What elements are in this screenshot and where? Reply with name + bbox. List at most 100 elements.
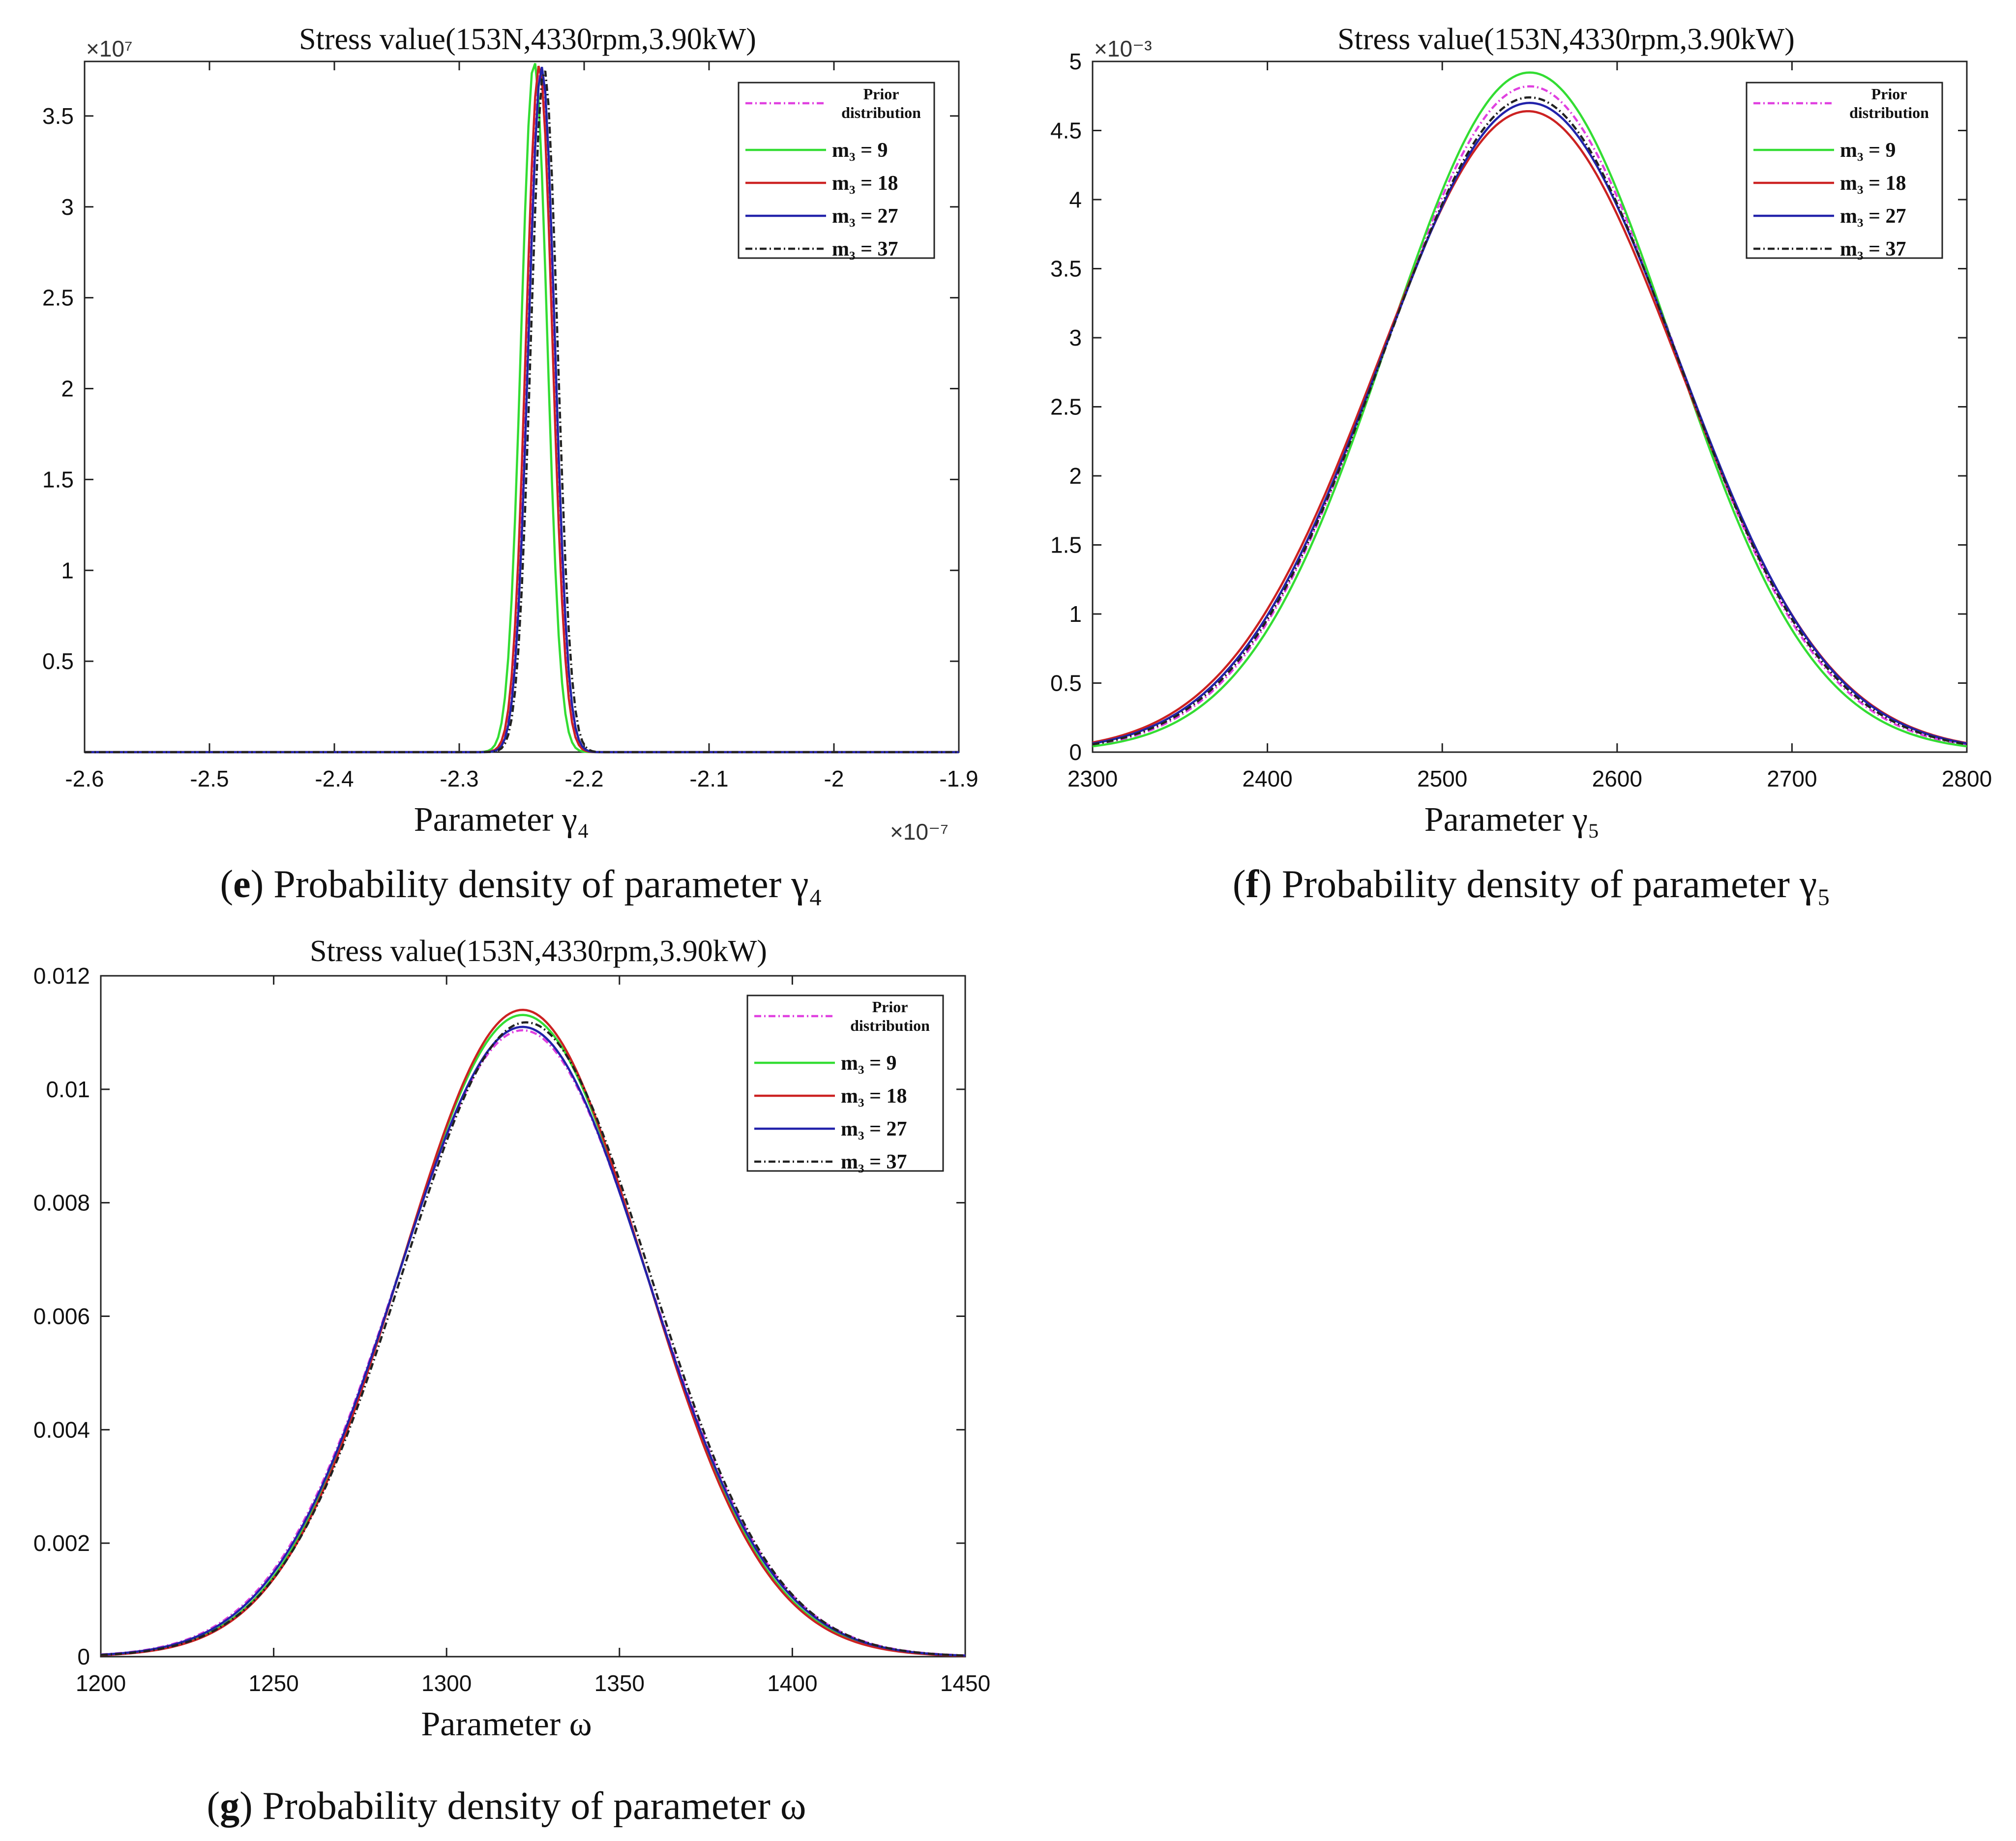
x-tick-label: 2700 bbox=[1767, 766, 1817, 791]
y-tick-label: 1 bbox=[61, 557, 74, 583]
y-tick-label: 1.5 bbox=[42, 467, 74, 492]
legend-label: m₃ = 27 bbox=[841, 1118, 907, 1140]
chart-title: Stress value(153N,4330rpm,3.90kW) bbox=[1337, 23, 1795, 56]
x-exponent-label: ×10⁻⁷ bbox=[890, 819, 949, 845]
legend-label: m₃ = 18 bbox=[1840, 172, 1906, 195]
y-tick-label: 2.5 bbox=[42, 285, 74, 311]
x-tick-label: 2600 bbox=[1592, 766, 1642, 791]
x-tick-label: -2.1 bbox=[689, 766, 728, 791]
caption-text: ) Probability density of parameter γ₄ bbox=[251, 863, 823, 906]
y-tick-label: 0.01 bbox=[46, 1077, 90, 1102]
x-tick-label: -2.4 bbox=[315, 766, 354, 791]
chart-title: Stress value(153N,4330rpm,3.90kW) bbox=[310, 935, 767, 968]
x-tick-label: -2.5 bbox=[190, 766, 229, 791]
x-tick-label: 2300 bbox=[1067, 766, 1118, 791]
legend-label: m₃ = 27 bbox=[832, 205, 898, 228]
legend-label: Prior bbox=[863, 85, 899, 103]
x-tick-label: -1.9 bbox=[939, 766, 978, 791]
y-tick-label: 0.002 bbox=[33, 1530, 90, 1556]
legend-label: distribution bbox=[850, 1017, 930, 1034]
panel-caption: (e) Probability density of parameter γ₄ bbox=[220, 863, 822, 906]
y-tick-label: 0.012 bbox=[33, 963, 90, 989]
caption-letter: e bbox=[233, 863, 251, 906]
tick-group: 2300 2400 2500 2600 2700 2800 0 0.5 1 1.5 2 2.5 3 3.5… bbox=[1050, 49, 1992, 791]
y-tick-label: 0.5 bbox=[1050, 671, 1082, 696]
x-tick-label: 1200 bbox=[76, 1670, 126, 1696]
x-tick-label: -2.2 bbox=[564, 766, 603, 791]
legend-box bbox=[746, 994, 944, 1172]
y-exponent-label: ×10⁷ bbox=[86, 36, 133, 61]
y-tick-label: 0.008 bbox=[33, 1190, 90, 1216]
y-tick-label: 3.5 bbox=[42, 103, 74, 129]
y-tick-label: 0.5 bbox=[42, 648, 74, 674]
x-tick-label: 2400 bbox=[1242, 766, 1292, 791]
y-tick-label: 4 bbox=[1069, 187, 1082, 212]
x-axis-label: Parameter γ₅ bbox=[1424, 801, 1600, 839]
legend-label: distribution bbox=[1849, 104, 1929, 121]
series-line bbox=[100, 1029, 966, 1657]
y-tick-label: 3.5 bbox=[1050, 256, 1082, 282]
x-tick-label: 2500 bbox=[1417, 766, 1467, 791]
curve-group bbox=[85, 63, 959, 754]
caption-letter: g bbox=[220, 1784, 239, 1828]
legend-label: m₃ = 18 bbox=[832, 172, 898, 195]
x-tick-label: 1400 bbox=[767, 1670, 817, 1696]
y-tick-label: 2 bbox=[61, 376, 74, 402]
caption-letter: f bbox=[1246, 863, 1260, 906]
y-tick-label: 2.5 bbox=[1050, 394, 1082, 420]
tick-group: -2.6 -2.5 -2.4 -2.3 -2.2 -2.1 -2 -1.9 0.5 1 1.5 2 2.… bbox=[42, 60, 978, 791]
curve-group bbox=[100, 1009, 966, 1657]
x-tick-label: -2 bbox=[824, 766, 844, 791]
legend-label: distribution bbox=[841, 104, 921, 121]
legend-label: m₃ = 9 bbox=[832, 139, 888, 162]
y-tick-label: 5 bbox=[1069, 49, 1082, 74]
panel-e: Stress value(153N,4330rpm,3.90kW) ×10⁷ ×… bbox=[42, 23, 978, 906]
x-tick-label: 2800 bbox=[1942, 766, 1992, 791]
chart-title: Stress value(153N,4330rpm,3.90kW) bbox=[299, 23, 756, 56]
tick-group: 1200 1250 1300 1350 1400 1450 0 0.002 0.004 0.006… bbox=[33, 963, 990, 1696]
y-tick-label: 1.5 bbox=[1050, 532, 1082, 558]
series-line bbox=[1092, 85, 1967, 746]
caption-text: ) Probability density of parameter ω bbox=[239, 1784, 806, 1828]
y-tick-label: 0.004 bbox=[33, 1417, 90, 1442]
x-tick-label: 1450 bbox=[940, 1670, 990, 1696]
series-line bbox=[100, 1025, 966, 1657]
legend-label: m₃ = 37 bbox=[832, 238, 898, 261]
legend-label: m₃ = 9 bbox=[1840, 139, 1896, 162]
legend-label: m₃ = 9 bbox=[841, 1052, 897, 1075]
series-line bbox=[100, 1014, 966, 1657]
y-tick-label: 0 bbox=[77, 1644, 90, 1669]
y-tick-label: 3 bbox=[61, 194, 74, 220]
x-axis-label: Parameter ω bbox=[421, 1705, 592, 1743]
panel-g: Stress value(153N,4330rpm,3.90kW) Parame… bbox=[33, 935, 990, 1828]
axes-frame bbox=[84, 60, 960, 753]
legend-label: m₃ = 37 bbox=[1840, 238, 1906, 261]
x-tick-label: 1250 bbox=[248, 1670, 298, 1696]
legend-label: Prior bbox=[872, 998, 908, 1016]
x-tick-label: 1300 bbox=[421, 1670, 472, 1696]
y-tick-label: 1 bbox=[1069, 601, 1082, 627]
y-tick-label: 3 bbox=[1069, 325, 1082, 351]
legend-label: m₃ = 37 bbox=[841, 1151, 907, 1173]
y-tick-label: 2 bbox=[1069, 463, 1082, 489]
x-axis-label: Parameter γ₄ bbox=[414, 801, 590, 839]
legend-box bbox=[738, 82, 935, 259]
legend-box bbox=[1746, 82, 1943, 259]
curve-group bbox=[1092, 71, 1967, 748]
x-tick-label: -2.6 bbox=[65, 766, 104, 791]
x-tick-label: 1350 bbox=[594, 1670, 645, 1696]
legend-label: m₃ = 18 bbox=[841, 1085, 907, 1108]
caption-text: ) Probability density of parameter γ₅ bbox=[1259, 863, 1831, 906]
x-tick-label: -2.3 bbox=[440, 766, 478, 791]
series-line bbox=[1092, 102, 1967, 745]
y-tick-label: 0 bbox=[1069, 739, 1082, 765]
series-line bbox=[1092, 96, 1967, 746]
legend-label: Prior bbox=[1871, 85, 1907, 103]
series-line bbox=[100, 1021, 966, 1657]
legend-label: m₃ = 27 bbox=[1840, 205, 1906, 228]
